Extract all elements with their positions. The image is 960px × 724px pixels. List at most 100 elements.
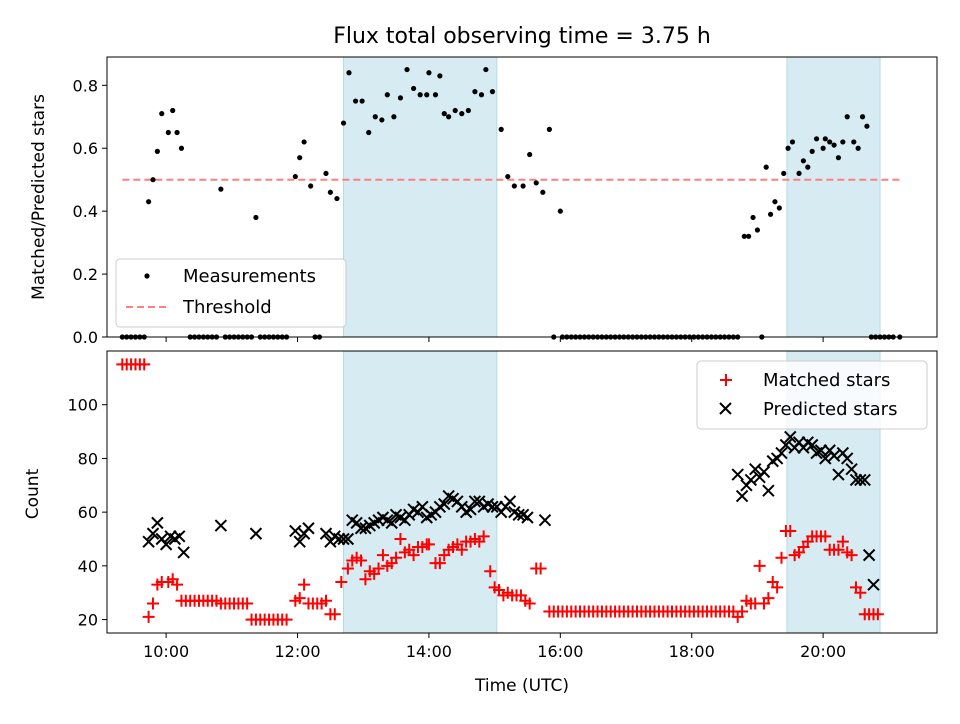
measurement-point bbox=[520, 183, 526, 189]
top-legend-box bbox=[115, 258, 347, 328]
matched-star-point bbox=[771, 581, 784, 594]
matched-star-point bbox=[784, 524, 797, 537]
measurement-point bbox=[297, 155, 303, 161]
matched-star-point bbox=[845, 549, 858, 562]
measurement-point bbox=[785, 145, 791, 151]
matched-star-point bbox=[523, 597, 536, 610]
matched-star-point bbox=[736, 605, 749, 618]
measurement-point bbox=[170, 107, 176, 114]
shaded-interval bbox=[786, 56, 881, 338]
measurement-point bbox=[472, 89, 478, 95]
predicted-star-point bbox=[858, 473, 871, 487]
predicted-star-point bbox=[819, 452, 832, 465]
bottom-y-tick-label: 40 bbox=[78, 557, 98, 576]
measurement-point bbox=[478, 92, 485, 98]
measurement-point bbox=[292, 173, 298, 180]
measurement-point bbox=[165, 129, 171, 136]
matched-star-point bbox=[775, 551, 788, 564]
measurement-point bbox=[352, 98, 359, 104]
matched-star-point bbox=[534, 562, 547, 575]
measurement-point bbox=[835, 155, 842, 161]
measurement-point bbox=[789, 139, 796, 145]
predicted-star-point bbox=[735, 489, 749, 503]
measurement-point bbox=[459, 111, 465, 117]
measurement-point bbox=[498, 126, 504, 132]
measurement-point bbox=[452, 107, 458, 114]
measurement-point bbox=[384, 92, 390, 98]
measurement-point bbox=[334, 195, 340, 202]
predicted-star-point bbox=[142, 535, 155, 548]
predicted-star-point bbox=[151, 516, 164, 530]
bottom-y-tick-label: 20 bbox=[78, 611, 98, 630]
predicted-star-point bbox=[814, 444, 828, 457]
measurement-point bbox=[855, 145, 861, 151]
predicted-star-point bbox=[779, 438, 793, 452]
matched-star-point bbox=[142, 610, 155, 623]
top-y-tick-label: 0.8 bbox=[73, 76, 98, 95]
measurement-point bbox=[426, 70, 432, 76]
measurement-point bbox=[800, 158, 807, 164]
measurement-point bbox=[546, 126, 552, 132]
bottom-y-tick-label: 60 bbox=[78, 503, 98, 522]
matched-star-point bbox=[407, 549, 420, 562]
top-y-axis-label: Matched/Predicted stars bbox=[29, 94, 49, 300]
predicted-star-point bbox=[731, 468, 744, 481]
legend-matched-label: Matched stars bbox=[763, 370, 890, 391]
measurement-point bbox=[813, 136, 820, 142]
top-y-tick-label: 0.6 bbox=[73, 139, 98, 158]
predicted-star-point bbox=[214, 519, 228, 532]
legend-predicted-marker bbox=[719, 402, 732, 415]
matched-star-point bbox=[376, 549, 389, 562]
bottom-y-axis-label: Count bbox=[23, 468, 43, 519]
predicted-star-point bbox=[332, 532, 346, 546]
predicted-star-point bbox=[354, 522, 368, 535]
measurement-point bbox=[346, 70, 352, 76]
measurement-point bbox=[397, 95, 404, 101]
top-chart-title: Flux total observing time = 3.75 h bbox=[333, 24, 711, 49]
measurement-point bbox=[308, 183, 314, 189]
top-panel: 0.0 0.2 0.4 0.6 0.8 Flux total observing tim… bbox=[29, 24, 938, 347]
top-legend: Measurements Threshold bbox=[115, 258, 347, 328]
matched-star-point bbox=[280, 613, 293, 626]
bottom-y-tick-label: 80 bbox=[78, 449, 98, 468]
x-axis-label: Time (UTC) bbox=[474, 676, 569, 696]
measurement-point bbox=[323, 170, 329, 177]
matched-star-point bbox=[819, 530, 832, 543]
top-y-ticks: 0.0 0.2 0.4 0.6 0.8 bbox=[73, 76, 107, 347]
measurement-point bbox=[417, 92, 423, 98]
bottom-y-ticks: 20 40 60 80 100 bbox=[67, 396, 107, 630]
measurement-point bbox=[178, 145, 185, 151]
measurement-point bbox=[489, 89, 496, 95]
x-tick-label: 20:00 bbox=[800, 642, 846, 661]
measurement-point bbox=[831, 142, 837, 148]
measurement-point bbox=[746, 233, 752, 239]
measurement-point bbox=[772, 199, 778, 205]
x-tick-label: 10:00 bbox=[143, 642, 189, 661]
measurement-point bbox=[465, 107, 471, 114]
top-y-tick-label: 0.2 bbox=[73, 265, 98, 284]
measurement-point bbox=[150, 177, 156, 183]
matched-star-point bbox=[390, 551, 403, 564]
matched-star-point bbox=[433, 557, 446, 570]
measurement-point bbox=[432, 92, 439, 98]
matched-star-point bbox=[355, 554, 368, 567]
matched-star-point bbox=[335, 575, 348, 588]
top-y-tick-label: 0.0 bbox=[73, 328, 98, 347]
predicted-stars-points bbox=[142, 430, 880, 591]
predicted-star-point bbox=[832, 468, 845, 481]
matched-star-point bbox=[422, 538, 435, 551]
predicted-star-point bbox=[293, 535, 306, 548]
measurement-point bbox=[750, 214, 756, 221]
x-tick-label: 12:00 bbox=[274, 642, 320, 661]
measurement-point bbox=[340, 120, 347, 126]
measurement-point bbox=[805, 164, 811, 170]
measurement-point bbox=[483, 66, 489, 73]
measurement-point bbox=[159, 111, 165, 117]
measurement-point bbox=[511, 183, 517, 189]
predicted-star-point bbox=[538, 513, 552, 527]
predicted-star-point bbox=[173, 530, 186, 543]
predicted-star-point bbox=[146, 527, 160, 540]
x-tick-label: 16:00 bbox=[537, 642, 583, 661]
predicted-star-point bbox=[289, 524, 302, 538]
predicted-star-point bbox=[521, 511, 534, 524]
